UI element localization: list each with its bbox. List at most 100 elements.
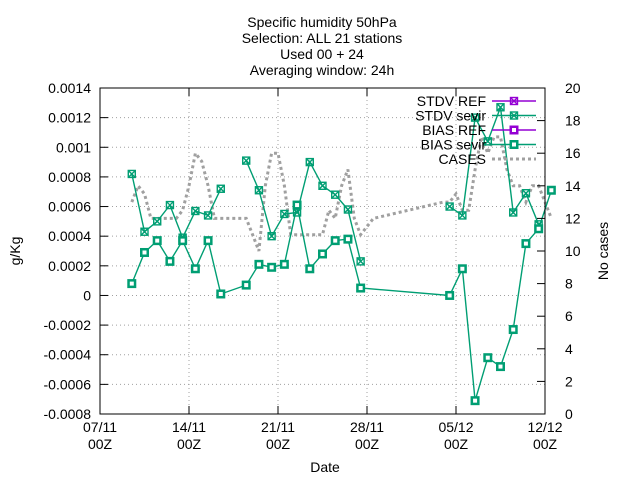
legend-swatch-marker [509,111,519,120]
data-point [292,200,302,210]
data-point [470,396,480,406]
marker-cross-b [510,97,518,105]
marker-box [267,231,276,241]
data-point [318,249,327,259]
marker-cross-b [305,158,314,167]
x-tick-label-time: 00Z [88,436,113,452]
data-point [458,211,467,220]
data-point [305,157,314,167]
legend-item: STDV sevir [415,108,536,124]
series-line [245,160,362,262]
marker-box [242,156,251,165]
data-point [267,262,277,272]
legend-item: BIAS REF [422,122,536,138]
legend-swatch-marker [509,140,519,149]
marker-cross-b [331,190,340,199]
data-point [343,234,353,244]
marker-box-inner [142,250,147,255]
marker-box [445,202,454,211]
marker-box-inner [129,281,134,286]
legend-label: BIAS REF [422,122,486,138]
data-point [470,113,480,122]
y-left-tick-label: 0.0012 [48,110,91,126]
y-right-tick-label: 4 [565,341,573,357]
marker-cross-b [127,169,136,178]
data-point [178,236,188,246]
y-left-tick-label: 0 [83,287,91,303]
marker-box-inner [256,262,261,267]
marker-box-inner [180,238,185,243]
x-tick-label: 12/12 [527,419,562,435]
marker-cross-b [153,217,162,226]
marker-box-inner [307,266,312,271]
plot-series [127,103,556,406]
x-tick-label: 21/11 [261,419,295,435]
marker-box [521,189,531,198]
legend-item: BIAS sevir [421,137,536,153]
data-point [165,256,175,266]
marker-cross-b [191,206,200,215]
marker-box-inner [447,293,452,298]
legend-label: STDV sevir [415,108,486,124]
marker-box-inner [333,238,338,243]
data-point [305,264,315,274]
y-right-tick-label: 20 [565,80,581,96]
y-left-tick-label: -0.0004 [44,347,92,363]
marker-box-inner [512,142,516,147]
data-point [445,290,455,300]
data-point [356,257,365,266]
marker-cross-b [510,111,518,120]
marker-box-inner [473,398,478,403]
marker-box-inner [536,226,541,231]
data-point [127,169,136,179]
x-tick-label-time: 00Z [266,436,291,452]
marker-box [127,169,136,179]
marker-box-inner [218,291,223,296]
data-point [483,353,493,363]
marker-box-inner [282,262,287,267]
y-left-tick-label: 0.0006 [48,199,91,215]
marker-box [331,190,340,199]
y-right-tick-label: 14 [565,178,581,194]
marker-box [509,111,519,120]
data-point [279,259,289,269]
marker-box [470,113,480,122]
marker-box [165,200,175,210]
title-line-2: Selection: ALL 21 stations [242,30,403,46]
legend-swatch-marker [509,96,519,106]
marker-box [318,181,327,191]
marker-cross-b [509,208,518,217]
marker-cross-b [318,181,327,190]
marker-cross-b [140,227,149,236]
y-left-tick-label: 0.0008 [48,169,91,185]
y-left-tick-label: -0.0006 [44,376,92,392]
legend-item: CASES [439,151,536,167]
data-point [165,200,175,210]
x-tick-label-time: 00Z [533,436,558,452]
marker-box-inner [155,238,160,243]
marker-box-inner [206,238,211,243]
marker-box [509,208,518,217]
data-point [140,227,149,236]
data-point [241,280,251,290]
x-tick-label-time: 00Z [355,436,380,452]
y-left-axis-label: g/Kg [7,237,23,266]
marker-cross-b [165,201,174,210]
y-right-tick-label: 8 [565,276,573,292]
marker-box-inner [460,266,465,271]
x-tick-label: 28/11 [350,419,384,435]
data-point [203,236,213,246]
marker-box [280,209,289,219]
marker-cross-b [471,113,480,122]
y-left-tick-label: 0.0002 [48,258,91,274]
data-point [343,205,353,214]
marker-box-inner [193,266,198,271]
data-point [140,247,149,257]
marker-cross-b [216,184,225,193]
series-line [130,131,553,252]
x-tick-label: 05/12 [438,419,473,435]
data-point [331,190,340,199]
marker-cross-b [254,186,263,195]
